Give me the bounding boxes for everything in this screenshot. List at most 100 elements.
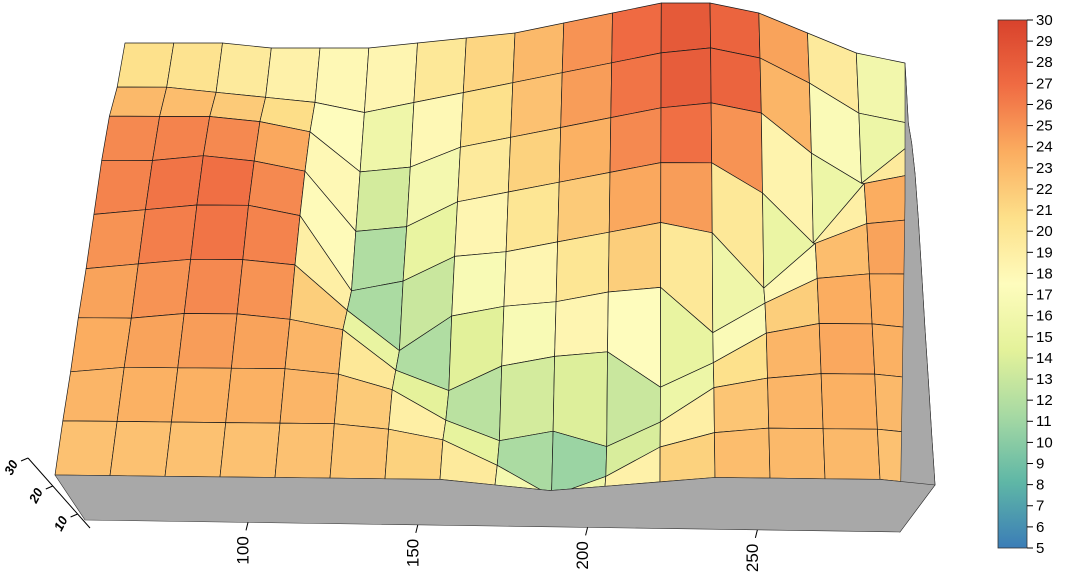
- surface-cell: [364, 43, 417, 113]
- surface-cell: [117, 367, 178, 422]
- surface-cell: [63, 367, 124, 421]
- surface-cell: [499, 356, 554, 440]
- surface-cell: [455, 192, 509, 256]
- surface-cell: [661, 48, 711, 108]
- surface-cell: [171, 368, 231, 423]
- surface-cell: [153, 116, 210, 160]
- surface-cell: [138, 205, 197, 264]
- surface-cell: [511, 73, 563, 138]
- surface-cell: [823, 429, 880, 480]
- z-tick-label: 10: [51, 513, 71, 533]
- colorbar-tick-label: 10: [1036, 434, 1053, 451]
- colorbar-tick-label: 22: [1036, 181, 1053, 198]
- surface-cell: [452, 252, 506, 316]
- colorbar-tick-label: 15: [1036, 329, 1053, 346]
- x-tick: [586, 527, 588, 535]
- surface-cell: [94, 160, 153, 214]
- x-tick: [755, 530, 757, 538]
- colorbar-tick-label: 20: [1036, 223, 1053, 240]
- surface-cell: [216, 43, 271, 97]
- surface-cell: [506, 182, 559, 252]
- colorbar-tick-label: 16: [1036, 308, 1053, 325]
- x-tick-label: 100: [233, 536, 252, 564]
- surface-cell: [203, 117, 260, 162]
- chart: 1001502002501020305678910111213141516171…: [0, 0, 1067, 574]
- colorbar-tick-label: 9: [1036, 455, 1044, 472]
- surface-cell: [661, 3, 711, 53]
- surface-cell: [458, 137, 511, 202]
- surface-cell: [360, 103, 414, 172]
- surface-cell: [414, 38, 466, 103]
- x-tick: [416, 525, 418, 533]
- colorbar-tick-label: 30: [1036, 12, 1053, 29]
- surface-cell: [178, 314, 237, 369]
- surface-cell: [184, 259, 243, 314]
- colorbar-tick-label: 18: [1036, 265, 1053, 282]
- colorbar-tick-label: 29: [1036, 33, 1053, 50]
- surface-cell: [502, 302, 556, 366]
- surface-cell: [55, 421, 117, 476]
- surface-cell: [555, 292, 609, 356]
- colorbar-tick-label: 11: [1036, 413, 1052, 430]
- surface-cell: [124, 314, 184, 368]
- surface-cell: [266, 48, 320, 102]
- surface-cell: [191, 205, 249, 260]
- surface-cell: [117, 43, 174, 87]
- colorbar-tick-label: 26: [1036, 96, 1053, 113]
- surface-cell: [160, 87, 217, 116]
- surface-cell: [109, 87, 166, 116]
- surface-cell: [559, 118, 611, 183]
- surface-cell: [661, 163, 713, 233]
- surface-cell: [167, 43, 223, 92]
- z-tick: [21, 458, 28, 461]
- surface-cell: [610, 108, 661, 173]
- surface-cell: [243, 205, 300, 265]
- surface-cell: [231, 314, 290, 369]
- x-tick-label: 250: [743, 544, 762, 572]
- surface-cell: [102, 116, 160, 160]
- colorbar-tick-label: 14: [1036, 350, 1053, 367]
- colorbar-tick-label: 12: [1036, 392, 1053, 409]
- surface-cell: [197, 156, 254, 206]
- surface-cell: [86, 210, 145, 269]
- surface-cell: [78, 264, 138, 318]
- surface-cell: [819, 324, 875, 375]
- surface-cell: [504, 242, 558, 306]
- surface-cell: [714, 378, 769, 433]
- z-tick-label: 30: [1, 457, 21, 477]
- surface-cell: [330, 424, 389, 479]
- colorbar-tick-label: 27: [1036, 75, 1053, 92]
- x-tick: [246, 522, 248, 530]
- colorbar-tick-label: 17: [1036, 287, 1053, 304]
- colorbar-tick-label: 28: [1036, 54, 1053, 71]
- surface-cell: [131, 259, 190, 318]
- surface-cell: [315, 48, 369, 113]
- surface-cell: [220, 423, 280, 478]
- surface-cell: [508, 128, 560, 193]
- surface-cell: [769, 428, 825, 479]
- colorbar-tick-label: 19: [1036, 244, 1053, 261]
- colorbar-tick-label: 25: [1036, 118, 1053, 135]
- surface-cell: [611, 53, 661, 118]
- colorbar-tick-label: 21: [1036, 202, 1053, 219]
- surface-cell: [558, 172, 610, 242]
- surface-cell: [661, 103, 712, 163]
- surface-cell: [561, 63, 612, 128]
- surface-cell: [556, 232, 609, 302]
- surface-cell: [609, 163, 661, 233]
- x-tick-label: 200: [573, 541, 592, 569]
- surface-cell: [356, 167, 411, 231]
- surface-cell: [768, 374, 824, 429]
- surface-cell: [71, 318, 132, 372]
- surface-cell: [275, 423, 334, 478]
- z-tick: [71, 514, 78, 517]
- colorbar-tick-label: 5: [1036, 540, 1044, 557]
- surface-cell: [612, 3, 662, 63]
- z-tick: [46, 486, 53, 489]
- surface-cell: [145, 156, 203, 210]
- colorbar-tick-label: 6: [1036, 519, 1044, 536]
- side-face: [900, 63, 935, 532]
- surface-cell: [553, 352, 607, 447]
- colorbar-tick-label: 24: [1036, 139, 1053, 156]
- surface-cell: [226, 368, 285, 423]
